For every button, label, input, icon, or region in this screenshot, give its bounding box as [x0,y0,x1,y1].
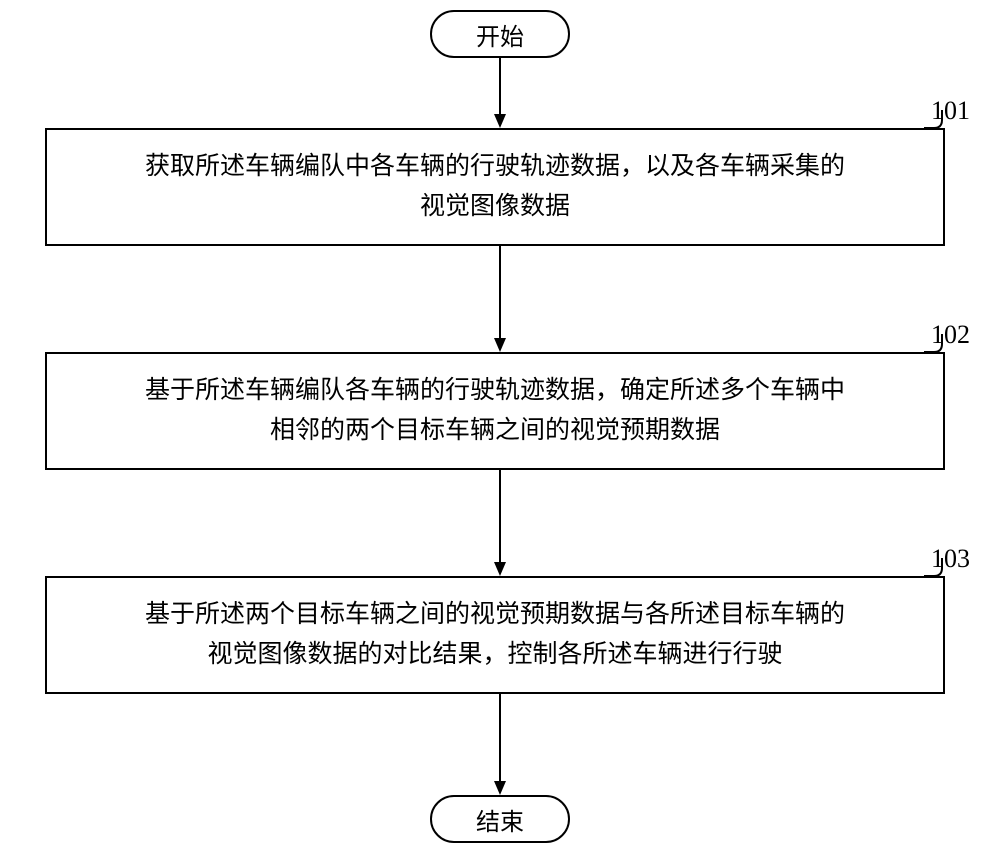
arrow-102-to-103 [494,470,506,576]
step-103-text: 基于所述两个目标车辆之间的视觉预期数据与各所述目标车辆的 视觉图像数据的对比结果… [145,595,845,675]
step-102-box: 基于所述车辆编队各车辆的行驶轨迹数据，确定所述多个车辆中 相邻的两个目标车辆之间… [45,352,945,470]
arrow-101-to-102 [494,246,506,352]
arrow-start-to-101 [494,58,506,128]
step-101-line1: 获取所述车辆编队中各车辆的行驶轨迹数据，以及各车辆采集的 [145,153,845,180]
step-102-line2: 相邻的两个目标车辆之间的视觉预期数据 [270,417,720,444]
start-terminator: 开始 [430,10,570,58]
step-101-line2: 视觉图像数据 [420,193,570,220]
step-102-curve [924,334,942,354]
step-103-line1: 基于所述两个目标车辆之间的视觉预期数据与各所述目标车辆的 [145,601,845,628]
step-101-box: 获取所述车辆编队中各车辆的行驶轨迹数据，以及各车辆采集的 视觉图像数据 [45,128,945,246]
arrow-103-to-end [494,694,506,795]
step-103-line2: 视觉图像数据的对比结果，控制各所述车辆进行行驶 [207,641,782,668]
end-label: 结束 [476,802,524,837]
end-terminator: 结束 [430,795,570,843]
step-101-text: 获取所述车辆编队中各车辆的行驶轨迹数据，以及各车辆采集的 视觉图像数据 [145,147,845,227]
step-103-curve [924,558,942,578]
step-102-text: 基于所述车辆编队各车辆的行驶轨迹数据，确定所述多个车辆中 相邻的两个目标车辆之间… [145,371,845,451]
step-103-box: 基于所述两个目标车辆之间的视觉预期数据与各所述目标车辆的 视觉图像数据的对比结果… [45,576,945,694]
start-label: 开始 [476,17,524,52]
step-102-line1: 基于所述车辆编队各车辆的行驶轨迹数据，确定所述多个车辆中 [145,377,845,404]
flowchart-container: 开始 101 获取所述车辆编队中各车辆的行驶轨迹数据，以及各车辆采集的 视觉图像… [0,0,1000,865]
step-101-curve [924,110,942,130]
